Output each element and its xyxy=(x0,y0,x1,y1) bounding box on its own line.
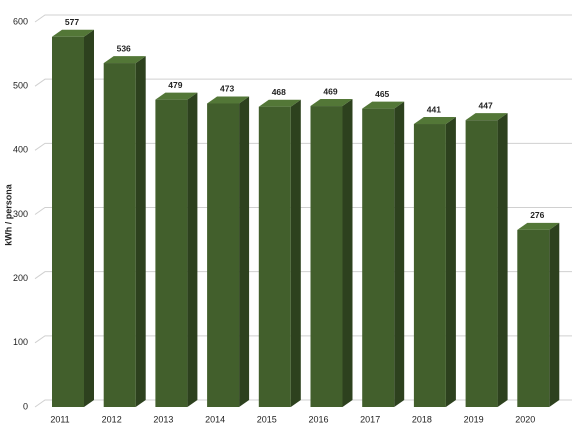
value-label: 465 xyxy=(375,89,389,99)
y-tick-label: 300 xyxy=(13,209,28,219)
y-tick-label: 500 xyxy=(13,81,28,91)
y-tick-label: 100 xyxy=(13,337,28,347)
bar-top xyxy=(310,99,353,107)
value-label: 479 xyxy=(168,80,182,90)
bar xyxy=(362,108,395,407)
bar xyxy=(465,120,498,408)
x-tick-label: 2017 xyxy=(360,414,380,424)
value-label: 469 xyxy=(323,86,337,96)
bar xyxy=(207,103,240,407)
x-tick-label: 2019 xyxy=(464,414,484,424)
bar xyxy=(103,63,136,408)
bar-side xyxy=(135,56,146,408)
bar-side xyxy=(342,99,353,407)
value-label: 577 xyxy=(65,17,79,27)
bar xyxy=(413,124,446,408)
bar-top xyxy=(362,101,405,109)
y-tick-label: 600 xyxy=(13,16,28,26)
x-tick-label: 2014 xyxy=(205,414,225,424)
bar-top xyxy=(258,99,301,107)
x-tick-label: 2016 xyxy=(308,414,328,424)
value-label: 276 xyxy=(530,210,544,220)
bar-top xyxy=(465,113,508,121)
value-label: 447 xyxy=(479,100,493,110)
bar xyxy=(155,99,188,408)
bar xyxy=(310,106,343,407)
bar-side xyxy=(290,99,301,407)
y-tick-label: 200 xyxy=(13,273,28,283)
x-tick-label: 2015 xyxy=(257,414,277,424)
y-tick-label: 400 xyxy=(13,145,28,155)
grid-line xyxy=(34,78,572,87)
bar-top xyxy=(413,117,456,125)
bar-side xyxy=(394,101,405,407)
value-label: 536 xyxy=(117,43,131,53)
bar-top xyxy=(517,222,560,230)
bar-side xyxy=(549,222,560,407)
bar xyxy=(258,106,291,407)
x-tick-label: 2011 xyxy=(50,414,69,424)
bar xyxy=(52,36,84,408)
bar-top xyxy=(207,96,250,104)
bar-top xyxy=(155,92,198,100)
x-tick-label: 2012 xyxy=(102,414,122,424)
bar xyxy=(517,229,550,407)
bar-side xyxy=(84,29,94,408)
bar-side xyxy=(445,117,456,408)
bar-top xyxy=(52,29,94,37)
x-tick-label: 2018 xyxy=(412,414,432,424)
bar-side xyxy=(187,92,198,408)
bar-side xyxy=(239,96,250,407)
value-label: 468 xyxy=(272,87,286,97)
x-tick-label: 2020 xyxy=(515,414,535,424)
bar-side xyxy=(497,113,508,408)
value-label: 441 xyxy=(427,104,441,114)
grid-line xyxy=(34,14,572,23)
y-axis-label: kWh / persona xyxy=(3,183,13,246)
value-label: 473 xyxy=(220,84,234,94)
bar-top xyxy=(103,56,146,64)
y-tick-label: 0 xyxy=(23,401,28,411)
x-tick-label: 2013 xyxy=(153,414,173,424)
